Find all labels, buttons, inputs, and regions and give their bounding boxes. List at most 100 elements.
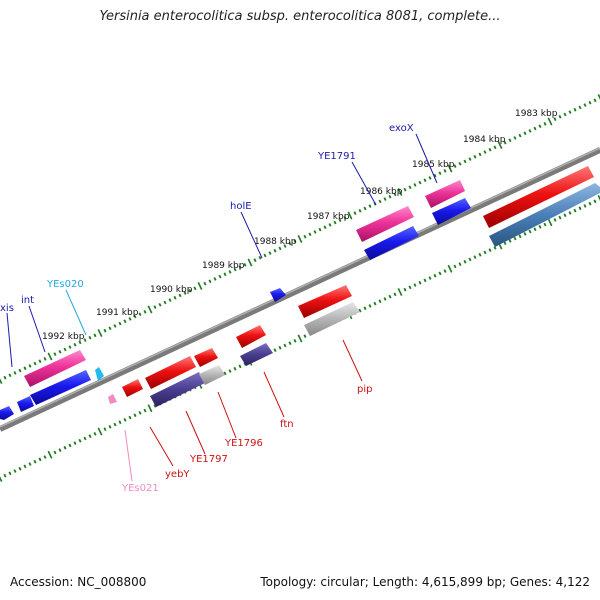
gene-label-pip[interactable]: pip xyxy=(357,384,372,395)
gene-red[interactable] xyxy=(483,166,594,228)
minor-tick xyxy=(88,434,92,438)
minor-tick xyxy=(78,438,82,443)
gene-grey[interactable] xyxy=(304,302,360,336)
minor-tick xyxy=(78,340,82,345)
minor-tick xyxy=(33,361,37,366)
minor-tick xyxy=(388,294,392,299)
minor-tick xyxy=(358,208,362,213)
minor-tick xyxy=(313,230,317,234)
ruler-track-dots xyxy=(0,94,600,384)
gene-label-ye1796[interactable]: YE1796 xyxy=(224,438,263,449)
minor-tick xyxy=(403,187,407,192)
minor-tick xyxy=(393,192,397,197)
minor-tick xyxy=(533,126,537,131)
minor-tick xyxy=(418,180,422,185)
gene-blue[interactable] xyxy=(0,406,14,420)
minor-tick xyxy=(118,420,122,425)
gene-label-exox[interactable]: exoX xyxy=(389,123,414,134)
gene-red-ftn[interactable] xyxy=(236,325,266,348)
minor-tick xyxy=(203,281,207,286)
minor-tick xyxy=(503,241,507,245)
minor-tick xyxy=(463,259,467,264)
gene-blue[interactable] xyxy=(432,198,471,225)
minor-tick xyxy=(458,161,462,166)
minor-tick xyxy=(593,199,597,204)
minor-tick xyxy=(408,185,412,190)
major-tick xyxy=(47,352,53,361)
gene-red-yeby[interactable] xyxy=(145,356,196,389)
gene-pink-yes021[interactable] xyxy=(108,394,117,404)
minor-tick xyxy=(33,459,37,464)
minor-tick xyxy=(43,455,47,459)
gene-label-xis[interactable]: xis xyxy=(0,303,14,314)
lower-track-dots xyxy=(0,195,600,482)
minor-tick xyxy=(178,293,182,298)
minor-tick xyxy=(458,262,462,266)
gene-magenta[interactable] xyxy=(425,180,465,208)
tick-label: 1988 kbp xyxy=(254,237,297,247)
gene-label-hole[interactable]: holE xyxy=(230,201,252,212)
gene-labels: exoX YE1791 holE YEs020 int xis pip ftn … xyxy=(0,123,414,494)
minor-tick xyxy=(588,201,592,206)
minor-tick xyxy=(328,223,332,227)
minor-tick xyxy=(18,466,22,471)
minor-tick xyxy=(383,197,387,201)
minor-tick xyxy=(303,334,307,338)
gene-navy[interactable] xyxy=(240,343,273,366)
minor-tick xyxy=(493,145,497,150)
minor-tick xyxy=(513,136,517,140)
minor-tick xyxy=(363,206,367,211)
gene-label-yeby[interactable]: yebY xyxy=(165,469,190,480)
gene-label-yes021[interactable]: YEs021 xyxy=(121,483,159,494)
minor-tick xyxy=(228,270,232,274)
gene-label-ftn[interactable]: ftn xyxy=(280,419,294,430)
minor-tick xyxy=(103,328,107,333)
gene-magenta[interactable] xyxy=(356,206,414,242)
gene-label-int[interactable]: int xyxy=(21,295,34,306)
minor-tick xyxy=(553,117,557,121)
minor-tick xyxy=(268,251,272,255)
gene-blue[interactable] xyxy=(17,396,34,412)
gene-navy[interactable] xyxy=(150,372,205,407)
minor-tick xyxy=(153,404,157,408)
minor-tick xyxy=(518,133,522,138)
gene-magenta[interactable] xyxy=(24,350,86,387)
gene-red[interactable] xyxy=(194,348,218,367)
minor-tick xyxy=(538,225,542,229)
minor-tick xyxy=(513,236,517,241)
major-tick xyxy=(597,195,600,201)
minor-tick xyxy=(523,232,527,236)
gene-blue[interactable] xyxy=(30,370,91,405)
gene-blue-hole[interactable] xyxy=(270,288,286,302)
minor-tick xyxy=(438,171,442,176)
gene-label-ye1791[interactable]: YE1791 xyxy=(317,151,356,162)
gene-red[interactable] xyxy=(122,379,143,397)
minor-tick xyxy=(428,176,432,180)
minor-tick xyxy=(373,301,377,306)
gene-cyan-yes020[interactable] xyxy=(95,367,104,381)
minor-tick xyxy=(583,103,587,107)
minor-tick xyxy=(538,124,542,129)
minor-tick xyxy=(263,253,267,258)
minor-tick xyxy=(138,411,142,415)
minor-tick xyxy=(483,250,487,255)
minor-tick xyxy=(108,326,112,331)
gene-blue[interactable] xyxy=(364,226,419,260)
minor-tick xyxy=(568,110,572,114)
minor-tick xyxy=(288,341,292,345)
minor-tick xyxy=(523,131,527,136)
minor-tick xyxy=(423,178,427,183)
minor-tick xyxy=(443,269,447,273)
tick-label: 1989 kbp xyxy=(202,261,245,271)
gene-grey[interactable] xyxy=(199,365,225,385)
major-tick xyxy=(97,427,103,436)
major-tick xyxy=(247,258,253,267)
gene-label-ye1797[interactable]: YE1797 xyxy=(189,454,228,465)
minor-tick xyxy=(13,371,17,375)
gene-label-yes020[interactable]: YEs020 xyxy=(46,279,84,290)
gene-red-pip[interactable] xyxy=(298,285,352,318)
minor-tick xyxy=(133,413,137,418)
gene-steel[interactable] xyxy=(489,183,600,247)
map-title: Yersinia enterocolitica subsp. enterocol… xyxy=(99,9,501,24)
